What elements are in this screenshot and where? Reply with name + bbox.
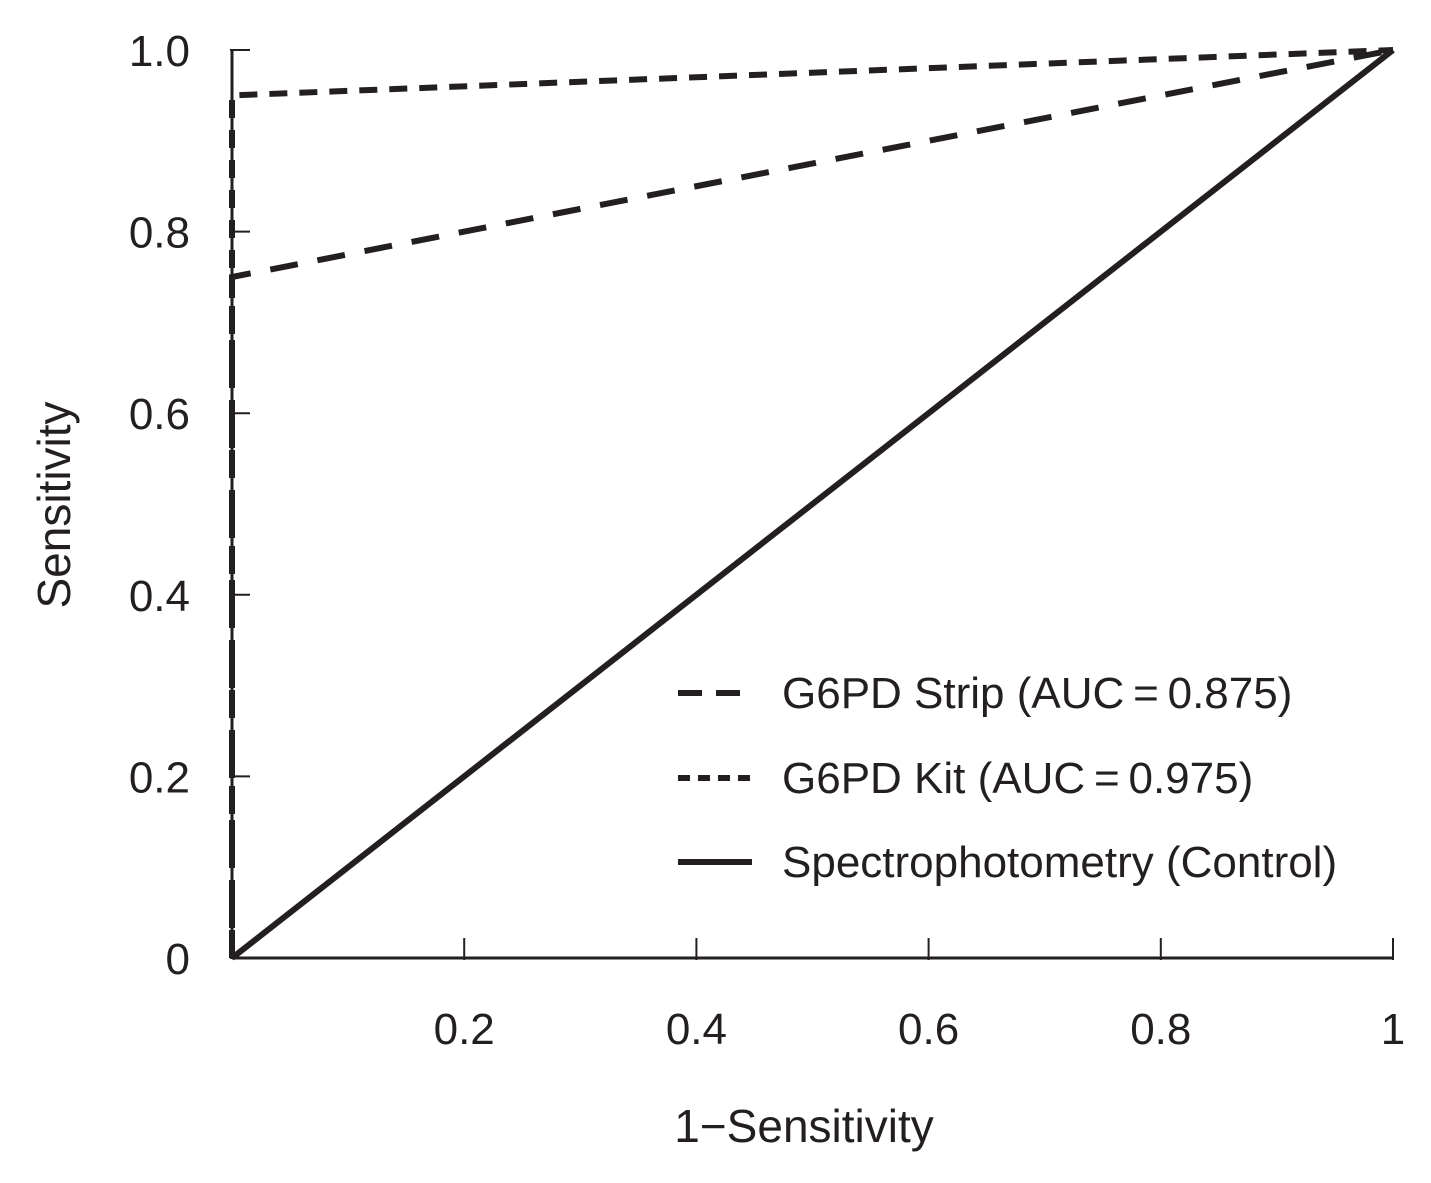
x-ticks: 0.2 0.4 0.6 0.8 1 [434, 938, 1405, 1054]
series-line-3 [230, 47, 1395, 961]
y-tick-label: 0.8 [129, 209, 190, 258]
x-tick-label: 0.2 [434, 1005, 495, 1054]
legend-label-1: G6PD Strip (AUC = 0.875) [782, 669, 1292, 718]
y-tick-label: 0 [166, 935, 190, 984]
x-tick-label: 1 [1381, 1005, 1405, 1054]
x-tick-label: 0.8 [1130, 1005, 1191, 1054]
y-tick-label: 1.0 [129, 27, 190, 76]
y-ticks: 0 0.2 0.4 0.6 0.8 1.0 [129, 27, 250, 984]
series-layer [229, 47, 1395, 961]
x-tick-label: 0.6 [898, 1005, 959, 1054]
legend-label-3: Spectrophotometry (Control) [782, 838, 1337, 887]
x-tick-label: 0.4 [666, 1005, 727, 1054]
y-tick-label: 0.6 [129, 390, 190, 439]
y-tick-label: 0.4 [129, 572, 190, 621]
y-tick-label: 0.2 [129, 753, 190, 802]
y-axis-title: Sensitivity [28, 401, 80, 608]
series-line-1 [229, 47, 1394, 958]
legend-label-2: G6PD Kit (AUC = 0.975) [782, 754, 1253, 803]
legend: G6PD Strip (AUC = 0.875) G6PD Kit (AUC = … [678, 669, 1337, 887]
x-axis-title: 1−Sensitivity [674, 1100, 934, 1152]
series-line-2 [229, 47, 1394, 958]
